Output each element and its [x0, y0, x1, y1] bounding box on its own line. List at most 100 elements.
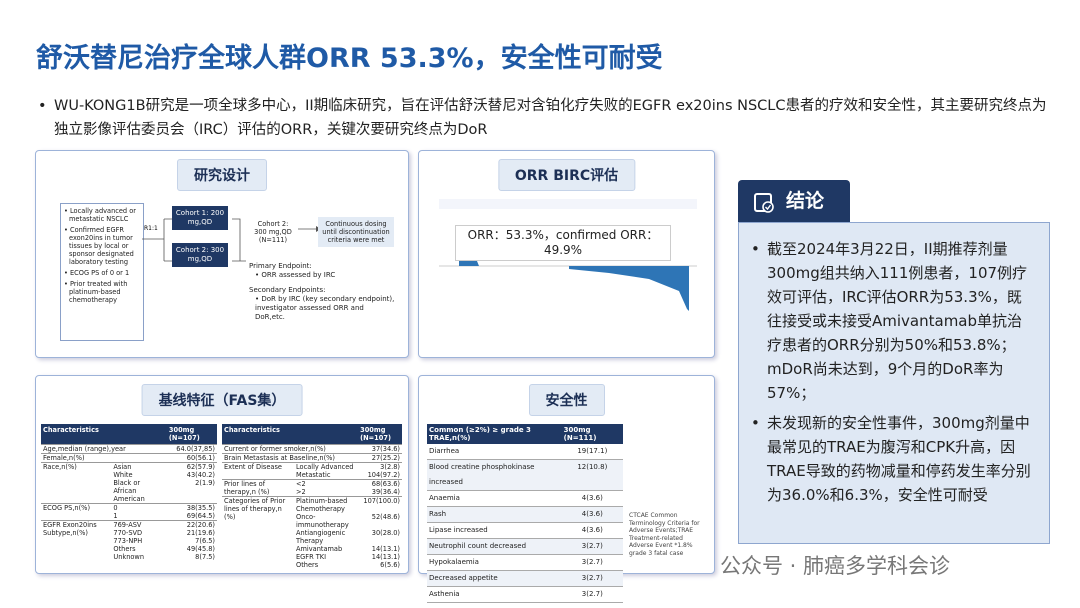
header-row: Characteristics 300mg (N=107) — [41, 424, 217, 445]
row-value: 37(34.6) — [358, 444, 402, 454]
header-cell: Characteristics — [222, 424, 359, 445]
conclusion-tab: 结论 — [738, 180, 850, 222]
baseline-table: Characteristics 300mg (N=107) Age,median (… — [41, 424, 217, 561]
continuous: Continuous dosing until discontinuation … — [318, 217, 394, 247]
cell: 3(2.7) — [561, 570, 623, 587]
baseline-left: Characteristics 300mg (N=107) Age,median (… — [41, 424, 217, 561]
row-value: 27(25.2) — [358, 453, 402, 463]
conclusion-bullet: 截至2024年3月22日，II期推荐剂量300mg组共纳入111例患者，107例… — [747, 237, 1035, 405]
row-label: Current or former smoker,n(%) — [222, 444, 359, 454]
conclusion-title: 结论 — [786, 190, 825, 212]
secondary: • DoR by IRC (key secondary endpoint), i… — [255, 295, 395, 321]
cell: 3(2.7) — [561, 538, 623, 555]
row-value: 39(36.4) — [371, 488, 400, 496]
row-value: 49(45.8) — [186, 545, 215, 553]
row-sub: Metastatic — [296, 471, 331, 479]
row-label: Extent of Disease — [222, 462, 294, 480]
row-value: 14(13.1) — [371, 545, 400, 553]
data-row: Unknown 8(7.5) — [41, 553, 217, 561]
row-value: 64.0(37,85) — [166, 444, 217, 454]
orr-panel: ORR BIRC评估 ORR：53.3%，confirmed ORR：49.9% — [418, 150, 715, 358]
row-sub: 1 — [113, 512, 118, 520]
cell: 19(17.1) — [561, 444, 623, 460]
data-row: Asthenia 3(2.7) — [427, 586, 623, 603]
row-value: 104(97.2) — [367, 471, 400, 479]
cell: 4(3.6) — [561, 490, 623, 507]
intro-bullet: WU-KONG1B研究是一项全球多中心，II期临床研究，旨在评估舒沃替尼对含铂化… — [36, 94, 1054, 142]
row-sub: >2 — [296, 488, 306, 496]
row-value: 43(40.2) — [186, 471, 215, 479]
row-value: 107(100.0) — [358, 496, 402, 513]
data-row: 773-NPH 7(6.5) — [41, 537, 217, 545]
data-row: White 43(40.2) — [41, 471, 217, 479]
row-sub: Antiangiogenic Therapy — [296, 529, 346, 545]
header-row: Common (≥2%) ≥ grade 3 TRAE,n(%) 300mg (N… — [427, 424, 623, 444]
cell: Rash — [427, 506, 562, 523]
data-row: >2 39(36.4) — [222, 488, 402, 497]
baseline-table: Characteristics 300mg (N=107) Current or f… — [222, 424, 402, 569]
header-cell: 300mg (N=107) — [166, 424, 217, 445]
criterion: • Confirmed EGFR exon20ins in tumor tiss… — [64, 226, 134, 266]
row-value: 22(20.6) — [166, 520, 217, 529]
data-row: Lipase increased 4(3.6) — [427, 522, 623, 539]
safety-table: Common (≥2%) ≥ grade 3 TRAE,n(%) 300mg (N… — [427, 424, 623, 603]
waterfall-strip — [439, 199, 697, 209]
data-row: ECOG PS,n(%) 0 38(35.5) — [41, 503, 217, 521]
randomize: R1:1 — [144, 225, 158, 232]
row-sub: Platinum-based Chemotherapy — [294, 496, 359, 513]
row-label: EGFR Exon20ins Subtype,n(%) — [41, 520, 112, 561]
row-sub: 770-SVD — [113, 529, 143, 537]
data-row: Others 6(5.6) — [222, 561, 402, 569]
row-label: Female,n(%) — [41, 453, 167, 463]
cohort-1: Cohort 1: 200 mg,QD — [172, 206, 228, 230]
row-value: 3(2.8) — [358, 462, 402, 471]
data-row: 1 69(64.5) — [41, 512, 217, 521]
data-row: Age,median (range),year 64.0(37,85) — [41, 444, 217, 454]
watermark: 公众号 · 肺癌多学科会诊 — [720, 554, 951, 578]
row-label: Categories of Prior lines of therapy,n (… — [222, 496, 294, 569]
row-sub: Black or African American — [113, 479, 145, 503]
row-sub: 0 — [111, 503, 167, 512]
conclusion-box: 截至2024年3月22日，II期推荐剂量300mg组共纳入111例患者，107例… — [738, 222, 1050, 544]
row-label: ECOG PS,n(%) — [41, 503, 112, 521]
data-row: Race,n(%) Asian 62(57.9) — [41, 462, 217, 504]
row-value: 52(48.6) — [371, 513, 400, 521]
header-row: Characteristics 300mg (N=107) — [222, 424, 402, 445]
design-arrows — [142, 218, 321, 262]
data-row: Neutrophil count decreased 3(2.7) — [427, 538, 623, 555]
cell: 4(3.6) — [561, 522, 623, 539]
data-row: Onco-immunotherapy 52(48.6) — [222, 513, 402, 529]
row-value: 60(56.1) — [166, 453, 217, 463]
cell: 12(10.8) — [561, 459, 623, 491]
data-row: Categories of Prior lines of therapy,n (… — [222, 496, 402, 569]
endpoints: Primary Endpoint: • ORR assessed by IRC … — [246, 259, 398, 323]
row-value: 68(63.6) — [358, 479, 402, 488]
cell: 4(3.6) — [561, 506, 623, 523]
selected-cohort: Cohort 2: 300 mg,QD (N=111) — [248, 217, 298, 247]
safety-note: CTCAE Common Terminology Criteria for Ad… — [629, 512, 700, 557]
slide-title: 舒沃替尼治疗全球人群ORR 53.3%，安全性可耐受 — [36, 43, 663, 74]
cell: 3(2.7) — [561, 586, 623, 603]
criteria-box: • Locally advanced or metastatic NSCLC • … — [60, 203, 144, 341]
criterion: • Prior treated with platinum-based chem… — [64, 280, 128, 304]
row-value: 6(5.6) — [380, 561, 400, 569]
data-row: Decreased appetite 3(2.7) — [427, 570, 623, 587]
panel-title: ORR BIRC评估 — [497, 159, 636, 191]
secondary-text: DoR by IRC (key secondary endpoint), inv… — [255, 295, 395, 321]
row-value: 69(64.5) — [186, 512, 215, 520]
data-row: Black or African American 2(1.9) — [41, 479, 217, 504]
header-cell: 300mg (N=111) — [561, 424, 623, 444]
cell: Hypokalaemia — [427, 554, 562, 571]
data-row: Current or former smoker,n(%) 37(34.6) — [222, 444, 402, 454]
row-sub: Others — [113, 545, 136, 553]
cell: Decreased appetite — [427, 570, 562, 587]
data-row: Rash 4(3.6) — [427, 506, 623, 523]
secondary-label: Secondary Endpoints: — [249, 286, 326, 294]
safety-table: Common (≥2%) ≥ grade 3 TRAE,n(%) 300mg (N… — [427, 424, 623, 603]
row-value: 38(35.5) — [166, 503, 217, 512]
row-sub: White — [113, 471, 133, 479]
row-value: 21(19.6) — [186, 529, 215, 537]
row-sub: EGFR TKI — [296, 553, 327, 561]
row-sub: Asian — [111, 462, 167, 471]
cell: Blood creatine phosphokinase increased — [427, 459, 562, 491]
